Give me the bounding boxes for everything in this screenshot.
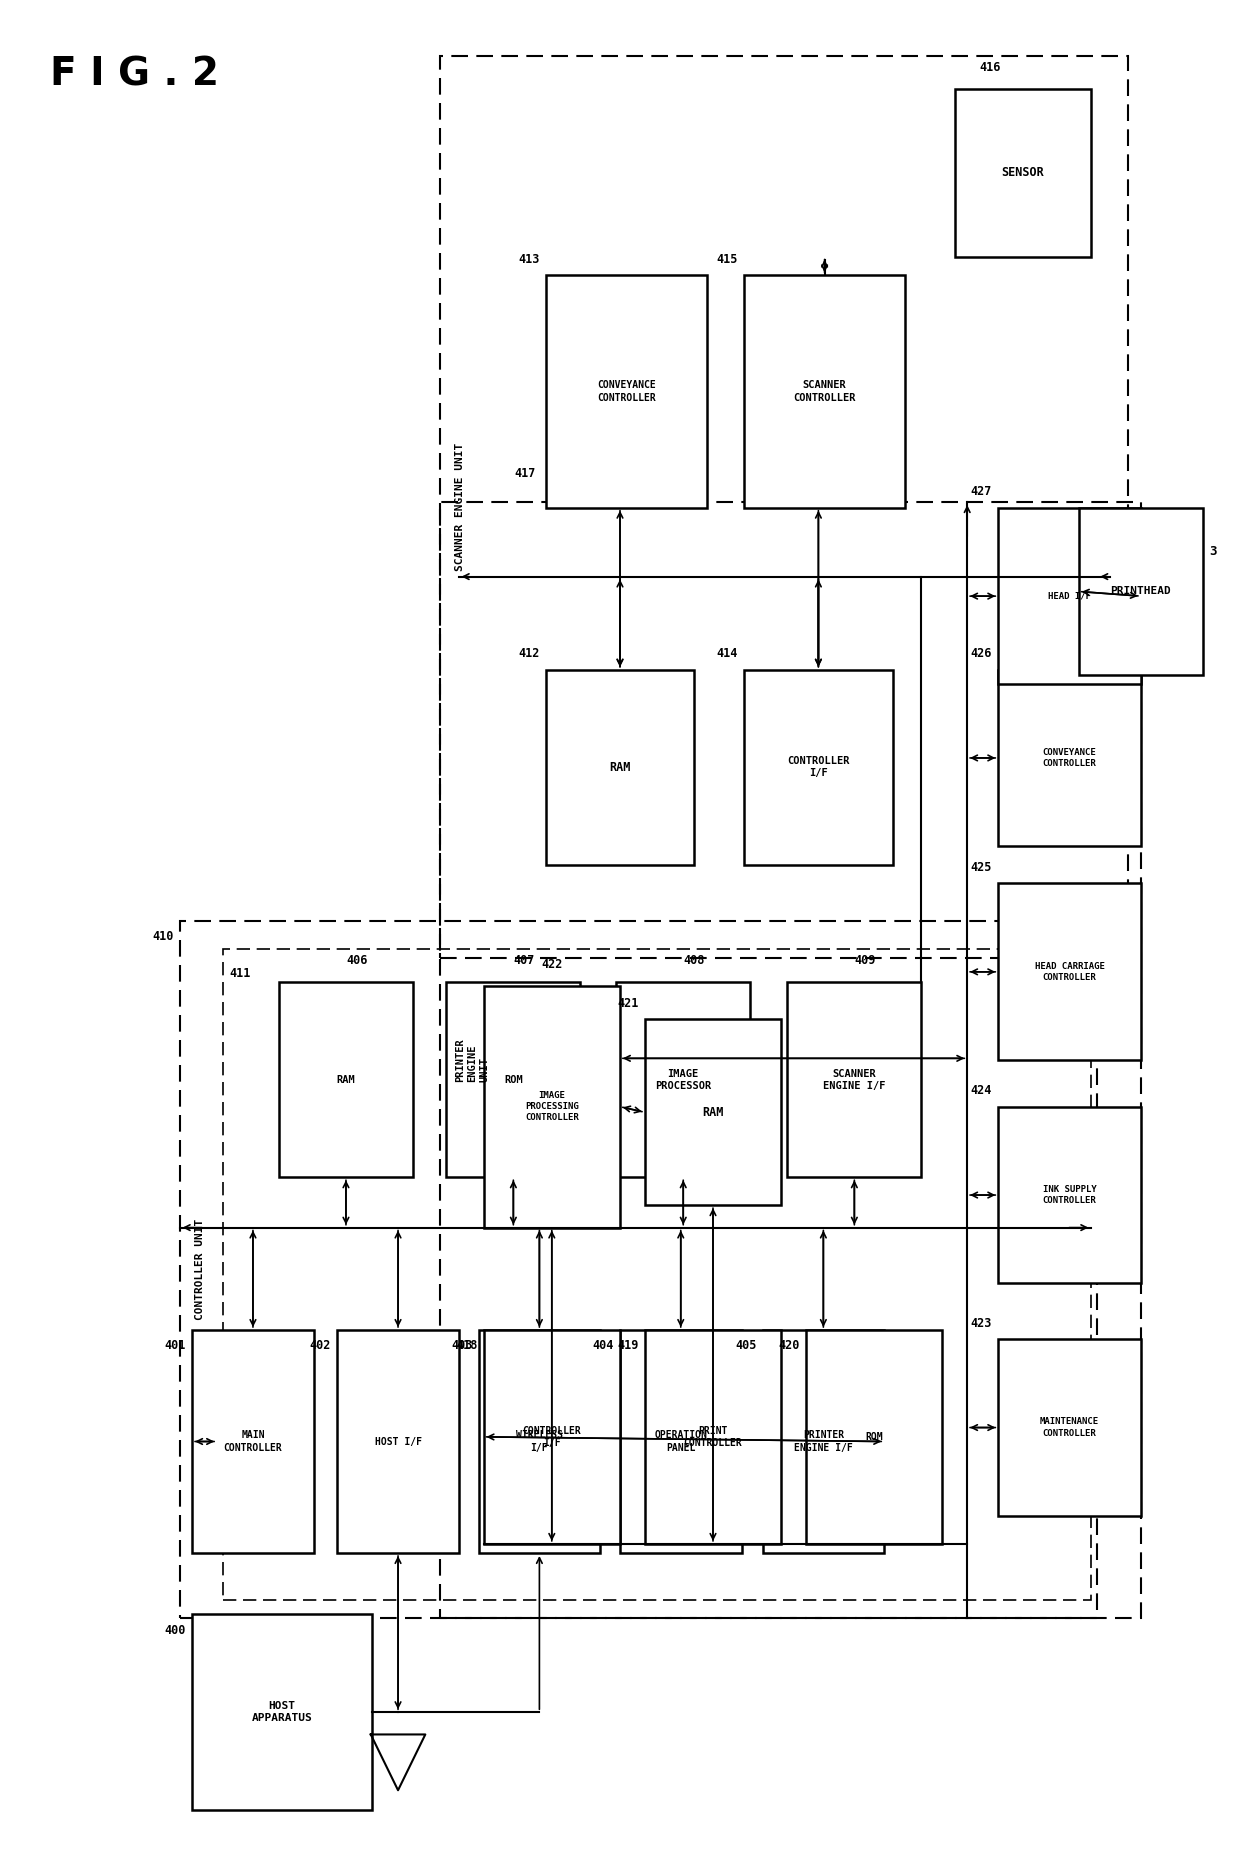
Bar xyxy=(763,1330,884,1553)
Bar xyxy=(484,1330,620,1544)
Text: RAM: RAM xyxy=(336,1075,356,1084)
Bar xyxy=(744,275,905,508)
Text: 420: 420 xyxy=(779,1339,800,1352)
Bar xyxy=(440,502,1141,1618)
Text: 425: 425 xyxy=(971,861,992,874)
Text: ROM: ROM xyxy=(503,1075,523,1084)
Bar xyxy=(180,921,1097,1618)
Text: INK SUPPLY
CONTROLLER: INK SUPPLY CONTROLLER xyxy=(1043,1185,1096,1205)
Text: CONTROLLER
I/F: CONTROLLER I/F xyxy=(522,1425,582,1449)
Text: 411: 411 xyxy=(229,967,250,980)
Text: SCANNER
ENGINE I/F: SCANNER ENGINE I/F xyxy=(823,1068,885,1092)
Text: RAM: RAM xyxy=(609,761,631,774)
Text: ROM: ROM xyxy=(866,1432,883,1442)
Text: 417: 417 xyxy=(515,467,536,480)
Text: IMAGE
PROCESSOR: IMAGE PROCESSOR xyxy=(655,1068,712,1092)
Text: 422: 422 xyxy=(541,958,563,971)
Bar xyxy=(787,982,921,1177)
Bar xyxy=(998,670,1141,846)
Text: MAIN
CONTROLLER: MAIN CONTROLLER xyxy=(223,1430,283,1453)
Text: 401: 401 xyxy=(165,1339,186,1352)
Text: SCANNER
CONTROLLER: SCANNER CONTROLLER xyxy=(794,379,856,404)
Text: PRINT
CONTROLLER: PRINT CONTROLLER xyxy=(683,1425,743,1449)
Text: RAM: RAM xyxy=(702,1107,724,1118)
Text: 407: 407 xyxy=(513,954,534,967)
Text: 3: 3 xyxy=(1209,545,1216,558)
Text: 418: 418 xyxy=(456,1339,477,1352)
Text: HEAD I/F: HEAD I/F xyxy=(1048,591,1091,601)
Bar xyxy=(192,1330,314,1553)
Text: 416: 416 xyxy=(980,61,1001,74)
Text: 419: 419 xyxy=(618,1339,639,1352)
Bar xyxy=(645,1019,781,1205)
Bar xyxy=(998,508,1141,684)
Text: 409: 409 xyxy=(854,954,875,967)
Text: SENSOR: SENSOR xyxy=(1002,167,1044,179)
Bar xyxy=(806,1330,942,1544)
Bar xyxy=(484,986,620,1228)
Bar xyxy=(998,1339,1141,1516)
Text: F I G . 2: F I G . 2 xyxy=(50,56,218,93)
Text: 400: 400 xyxy=(165,1624,186,1637)
Bar xyxy=(744,670,893,865)
Text: HEAD CARRIAGE
CONTROLLER: HEAD CARRIAGE CONTROLLER xyxy=(1034,962,1105,982)
Text: 423: 423 xyxy=(971,1317,992,1330)
Bar xyxy=(1079,508,1203,675)
Bar xyxy=(616,982,750,1177)
Text: SCANNER ENGINE UNIT: SCANNER ENGINE UNIT xyxy=(455,443,465,571)
Text: MAINTENANCE
CONTROLLER: MAINTENANCE CONTROLLER xyxy=(1040,1417,1099,1438)
Bar xyxy=(620,1330,742,1553)
Bar xyxy=(440,56,1128,958)
Text: 410: 410 xyxy=(153,930,174,943)
Bar xyxy=(446,982,580,1177)
Text: 413: 413 xyxy=(518,253,539,266)
Bar xyxy=(337,1330,459,1553)
Text: 412: 412 xyxy=(518,647,539,660)
Text: 402: 402 xyxy=(310,1339,331,1352)
Text: HOST I/F: HOST I/F xyxy=(374,1436,422,1447)
Text: 415: 415 xyxy=(717,253,738,266)
Bar xyxy=(955,89,1091,257)
Text: HOST
APPARATUS: HOST APPARATUS xyxy=(252,1700,312,1724)
Text: 414: 414 xyxy=(717,647,738,660)
Text: 424: 424 xyxy=(971,1084,992,1097)
Text: 408: 408 xyxy=(683,954,704,967)
Text: 406: 406 xyxy=(346,954,367,967)
Text: 426: 426 xyxy=(971,647,992,660)
Bar xyxy=(546,670,694,865)
Text: PRINTER
ENGINE I/F: PRINTER ENGINE I/F xyxy=(794,1430,853,1453)
Text: PRINTER
ENGINE
UNIT: PRINTER ENGINE UNIT xyxy=(455,1038,490,1083)
Bar xyxy=(192,1614,372,1810)
Bar xyxy=(998,884,1141,1060)
Text: 404: 404 xyxy=(593,1339,614,1352)
Text: OPERATION
PANEL: OPERATION PANEL xyxy=(655,1430,707,1453)
Text: CONVEYANCE
CONTROLLER: CONVEYANCE CONTROLLER xyxy=(596,379,656,404)
Text: CONVEYANCE
CONTROLLER: CONVEYANCE CONTROLLER xyxy=(1043,748,1096,768)
Text: CONTROLLER
I/F: CONTROLLER I/F xyxy=(787,755,849,779)
Text: PRINTHEAD: PRINTHEAD xyxy=(1111,586,1171,597)
Bar xyxy=(546,275,707,508)
Text: CONTROLLER UNIT: CONTROLLER UNIT xyxy=(195,1218,205,1321)
Bar xyxy=(479,1330,600,1553)
Text: IMAGE
PROCESSING
CONTROLLER: IMAGE PROCESSING CONTROLLER xyxy=(525,1092,579,1122)
Bar xyxy=(998,1107,1141,1283)
Text: 421: 421 xyxy=(618,997,639,1010)
Text: 405: 405 xyxy=(735,1339,756,1352)
Text: WIRELESS
I/F: WIRELESS I/F xyxy=(516,1430,563,1453)
Text: 427: 427 xyxy=(971,485,992,498)
Bar xyxy=(223,949,1091,1600)
Bar xyxy=(279,982,413,1177)
Text: 403: 403 xyxy=(451,1339,472,1352)
Bar xyxy=(645,1330,781,1544)
